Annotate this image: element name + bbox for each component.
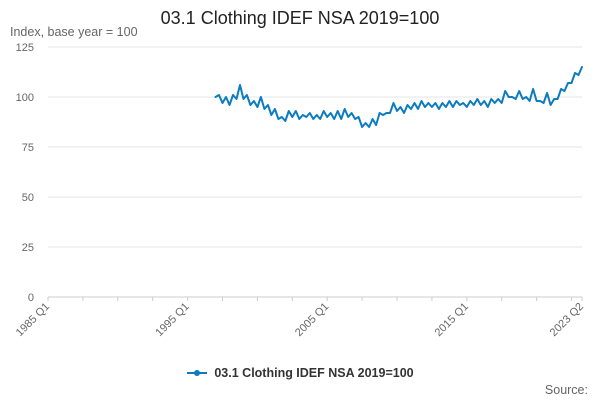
gridlines <box>48 46 582 248</box>
y-tick-label: 25 <box>22 242 34 254</box>
x-tick-label: 2015 Q1 <box>433 301 471 339</box>
y-tick-label: 125 <box>16 42 34 54</box>
y-tick-label: 75 <box>22 142 34 154</box>
x-tick-label: 2023 Q2 <box>548 301 586 339</box>
axes: 0 25 50 75 100 125 1985 Q1 1995 Q1 2005 Q1 2015 Q… <box>14 42 586 339</box>
legend-line-symbol <box>187 370 208 376</box>
source-label: Source: <box>544 383 588 397</box>
x-tick-label: 2005 Q1 <box>293 301 331 339</box>
x-tick-label: 1985 Q1 <box>14 301 52 339</box>
series-line <box>214 66 583 128</box>
y-tick-label: 50 <box>22 192 34 204</box>
series-layer <box>214 66 583 128</box>
y-axis-label: Index, base year = 100 <box>10 25 138 39</box>
legend-label: 03.1 Clothing IDEF NSA 2019=100 <box>214 366 414 380</box>
y-tick-label: 0 <box>28 292 34 304</box>
chart-title: 03.1 Clothing IDEF NSA 2019=100 <box>160 8 440 28</box>
legend[interactable]: 03.1 Clothing IDEF NSA 2019=100 <box>0 366 600 380</box>
x-tick-label: 1995 Q1 <box>153 301 191 339</box>
y-tick-label: 100 <box>16 92 34 104</box>
